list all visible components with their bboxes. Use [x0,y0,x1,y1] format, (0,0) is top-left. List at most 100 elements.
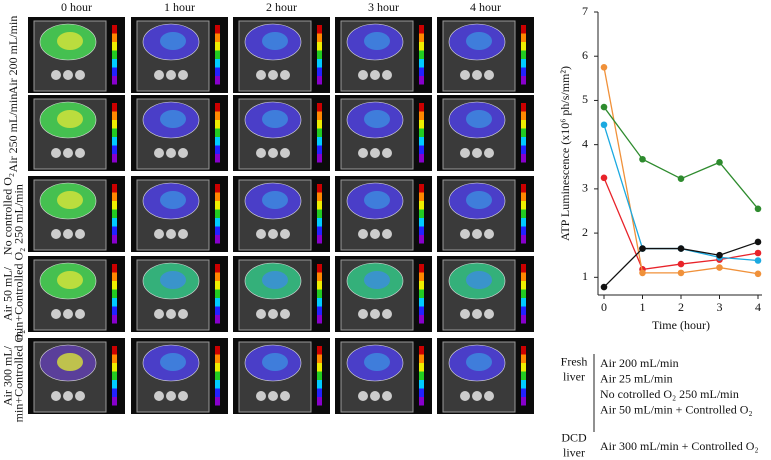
color-scale [112,137,117,146]
color-scale [317,346,322,355]
color-scale [419,59,424,68]
color-scale [112,103,117,112]
tube [154,229,164,239]
color-scale [112,354,117,363]
color-scale [419,154,424,163]
color-scale [215,380,220,389]
tube [75,148,85,158]
color-scale [521,209,526,218]
color-scale [215,363,220,372]
color-scale [215,209,220,218]
color-scale [419,137,424,146]
liver-core [160,32,186,50]
color-scale [112,145,117,154]
color-scale [317,128,322,137]
color-scale [112,50,117,59]
color-scale [419,209,424,218]
y-axis-label: ATP Luminescence (x10⁶ ph/s/mm²) [558,66,572,241]
row-label: Air 50 mL/ [0,266,14,321]
color-scale [112,218,117,227]
liver-core [466,271,492,289]
color-scale [521,226,526,235]
color-scale [317,281,322,290]
tube [256,229,266,239]
row-label: Air 250 mL/min [6,94,20,173]
color-scale [521,103,526,112]
color-scale [419,33,424,42]
tube [370,70,380,80]
row-label: min+Controlled O₂ [11,330,25,423]
color-scale [215,76,220,85]
color-scale [419,388,424,397]
color-scale [215,306,220,315]
color-scale [317,50,322,59]
color-scale [112,120,117,129]
color-scale [112,226,117,235]
tube [166,229,176,239]
color-scale [112,25,117,34]
legend-entry: Air 25 mL/min [600,371,673,385]
data-point [754,257,762,264]
color-scale [215,103,220,112]
liver-core [160,191,186,209]
tube [484,309,494,319]
data-point [754,205,762,213]
tube [154,391,164,401]
liver-core [364,32,390,50]
color-scale [521,120,526,129]
color-scale [215,145,220,154]
color-scale [419,363,424,372]
tube [178,148,188,158]
legend-group-label: Fresh liver [561,354,588,383]
tube [268,391,278,401]
color-scale [521,298,526,307]
color-scale [112,306,117,315]
color-scale [521,354,526,363]
tube [382,391,392,401]
y-tick-label: 5 [582,92,588,106]
tube [51,148,61,158]
tube [382,309,392,319]
color-scale [317,154,322,163]
tube [370,391,380,401]
column-header: 1 hour [164,0,195,14]
color-scale [317,363,322,372]
liver-core [466,32,492,50]
color-scale [112,33,117,42]
color-scale [112,388,117,397]
color-scale [419,184,424,193]
data-point [716,251,723,259]
color-scale [112,59,117,68]
data-point [754,249,762,257]
color-scale [215,33,220,42]
color-scale [112,298,117,307]
color-scale [317,298,322,307]
liver-core [466,110,492,128]
x-tick-label: 3 [717,300,723,314]
tube [268,70,278,80]
data-point [639,155,646,163]
tube [460,229,470,239]
tube [178,309,188,319]
color-scale [317,272,322,281]
color-scale [521,346,526,355]
color-scale [215,346,220,355]
color-scale [215,50,220,59]
data-point [716,264,723,271]
color-scale [521,281,526,290]
tube [382,148,392,158]
color-scale [215,184,220,193]
tube [460,391,470,401]
color-scale [419,298,424,307]
color-scale [419,281,424,290]
color-scale [215,289,220,298]
tube [75,229,85,239]
data-point [600,63,608,71]
x-tick-label: 2 [678,300,684,314]
tube [63,70,73,80]
tube [63,391,73,401]
color-scale [317,226,322,235]
data-point [677,175,685,183]
tube [280,309,290,319]
